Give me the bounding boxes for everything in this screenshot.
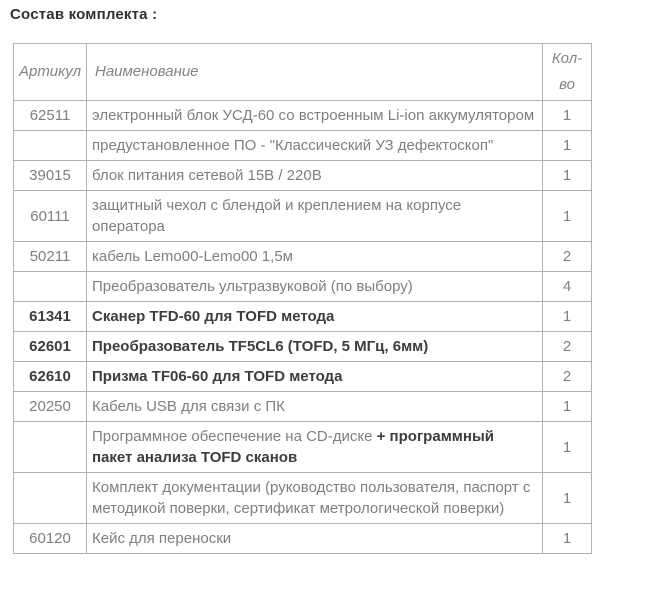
table-row: Программное обеспечение на CD-диске + пр…	[13, 421, 592, 473]
qty-cell: 1	[542, 190, 592, 242]
table-row: Комплект документации (руководство польз…	[13, 472, 592, 524]
name-cell: Программное обеспечение на CD-диске + пр…	[86, 421, 543, 473]
qty-cell: 2	[542, 241, 592, 272]
table-row: 62601 Преобразователь TF5CL6 (TOFD, 5 МГц…	[13, 331, 592, 362]
qty-cell: 4	[542, 271, 592, 302]
page-title: Состав комплекта :	[10, 6, 158, 23]
table-row: 39015 блок питания сетевой 15В / 220В 1	[13, 160, 592, 191]
qty-cell: 1	[542, 130, 592, 161]
qty-cell: 1	[542, 421, 592, 473]
qty-cell: 1	[542, 391, 592, 422]
name-cell: Преобразователь TF5CL6 (TOFD, 5 МГц, 6мм…	[86, 331, 543, 362]
article-cell: 50211	[13, 241, 87, 272]
article-cell	[13, 130, 87, 161]
column-header-name: Наименование	[86, 43, 543, 101]
table-row: 50211 кабель Lemo00-Lemo00 1,5м 2	[13, 241, 592, 272]
name-cell: Призма TF06-60 для TOFD метода	[86, 361, 543, 392]
qty-cell: 1	[542, 160, 592, 191]
article-cell: 20250	[13, 391, 87, 422]
qty-cell: 2	[542, 331, 592, 362]
table-row: предустановленное ПО - "Классический УЗ …	[13, 130, 592, 161]
table-row: 60111 защитный чехол с блендой и креплени…	[13, 190, 592, 242]
header-row: Артикул Наименование Кол-во	[13, 43, 592, 101]
name-cell: Преобразователь ультразвуковой (по выбор…	[86, 271, 543, 302]
article-cell	[13, 271, 87, 302]
name-cell: Сканер TFD-60 для TOFD метода	[86, 301, 543, 332]
table-row: 62610 Призма TF06-60 для TOFD метода 2	[13, 361, 592, 392]
article-cell	[13, 472, 87, 524]
name-cell: Кейс для переноски	[86, 523, 543, 554]
name-cell: электронный блок УСД-60 со встроенным Li…	[86, 100, 543, 131]
name-cell: предустановленное ПО - "Классический УЗ …	[86, 130, 543, 161]
article-cell: 62610	[13, 361, 87, 392]
qty-cell: 1	[542, 523, 592, 554]
article-cell: 61341	[13, 301, 87, 332]
kit-table-body: 62511 электронный блок УСД-60 со встроенн…	[13, 100, 592, 554]
article-cell: 60120	[13, 523, 87, 554]
name-cell: Комплект документации (руководство польз…	[86, 472, 543, 524]
article-cell: 60111	[13, 190, 87, 242]
article-cell: 39015	[13, 160, 87, 191]
qty-cell: 1	[542, 100, 592, 131]
kit-contents-table: Артикул Наименование Кол-во 62511 электро…	[13, 43, 592, 554]
name-cell: кабель Lemo00-Lemo00 1,5м	[86, 241, 543, 272]
name-cell: защитный чехол с блендой и креплением на…	[86, 190, 543, 242]
table-row: 20250 Кабель USB для связи с ПК 1	[13, 391, 592, 422]
table-row: 61341 Сканер TFD-60 для TOFD метода 1	[13, 301, 592, 332]
name-cell: Кабель USB для связи с ПК	[86, 391, 543, 422]
qty-cell: 1	[542, 472, 592, 524]
column-header-qty: Кол-во	[542, 43, 592, 101]
table-row: Преобразователь ультразвуковой (по выбор…	[13, 271, 592, 302]
table-row: 62511 электронный блок УСД-60 со встроенн…	[13, 100, 592, 131]
article-cell: 62601	[13, 331, 87, 362]
qty-cell: 2	[542, 361, 592, 392]
name-cell: блок питания сетевой 15В / 220В	[86, 160, 543, 191]
article-cell: 62511	[13, 100, 87, 131]
table-row: 60120 Кейс для переноски 1	[13, 523, 592, 554]
article-cell	[13, 421, 87, 473]
column-header-article: Артикул	[13, 43, 87, 101]
qty-cell: 1	[542, 301, 592, 332]
